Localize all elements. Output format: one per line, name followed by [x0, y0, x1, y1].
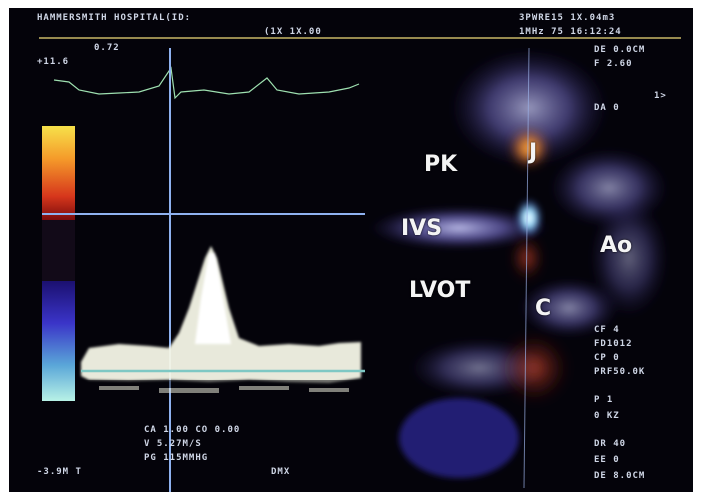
velocity-value: +11.6 [37, 58, 69, 67]
label-pk: PK [424, 154, 457, 176]
readout-r4: PRF50.0K [594, 368, 645, 377]
right-header-line3: DE 0.0CM [594, 46, 645, 55]
label-j: J [529, 142, 537, 164]
label-ivs: IVS [401, 218, 442, 240]
readout-r6: 0 KZ [594, 412, 620, 421]
echo-graphics [9, 8, 693, 492]
readout-r9: DE 8.0CM [594, 472, 645, 481]
label-lvot: LVOT [409, 280, 470, 302]
readout-r3: CP 0 [594, 354, 620, 363]
doppler-spectrum [81, 246, 361, 383]
label-c: C [535, 298, 551, 320]
hospital-id: HAMMERSMITH HOSPITAL(ID: [37, 14, 191, 23]
measurement-pg: PG 115MMHG [144, 454, 208, 463]
readout-r5: P 1 [594, 396, 613, 405]
readout-r8: EE 0 [594, 456, 620, 465]
right-header-line1: 3PWRE15 1X.04m3 [519, 14, 615, 23]
color-scale-negative [42, 281, 75, 401]
scale-value: 0.72 [94, 44, 120, 53]
right-header-line2: 1MHz 75 16:12:24 [519, 28, 622, 37]
right-header-line5: DA 0 [594, 104, 620, 113]
header-line2: (1X 1X.00 [264, 28, 322, 37]
right-header-line4: F 2.60 [594, 60, 633, 69]
color-scale-positive [42, 126, 75, 220]
ecg-trace [54, 68, 359, 98]
label-ao: Ao [600, 235, 632, 257]
readout-r2: FD1012 [594, 340, 633, 349]
measurement-dmx: DMX [271, 468, 290, 477]
readout-r1: CF 4 [594, 326, 620, 335]
measurement-baseline: -3.9M T [37, 468, 82, 477]
measurement-ca: CA 1.00 CO 0.00 [144, 426, 240, 435]
regurgitant-jet [515, 198, 543, 238]
ultrasound-display: HAMMERSMITH HOSPITAL(ID: (1X 1X.00 0.72 … [9, 8, 693, 492]
readout-r7: DR 40 [594, 440, 626, 449]
measurement-velocity: V 5.27M/S [144, 440, 202, 449]
right-header-line6: 1> [654, 92, 667, 101]
